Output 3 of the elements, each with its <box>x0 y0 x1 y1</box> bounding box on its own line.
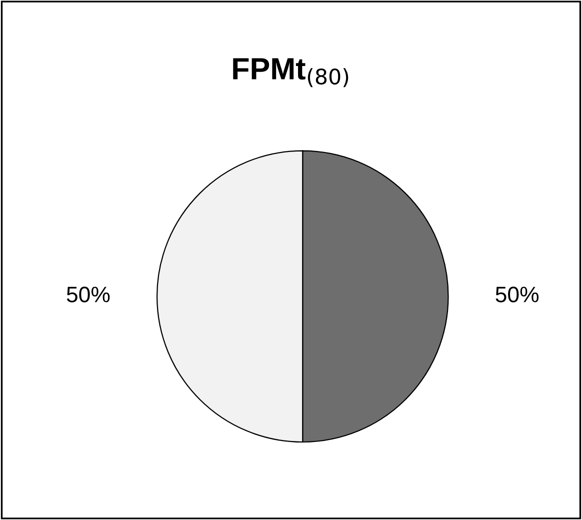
data-label: 50% <box>66 286 110 302</box>
data-label: 50% <box>496 286 539 302</box>
chart-title: FPMt$_{(80)}$ <box>233 58 348 88</box>
